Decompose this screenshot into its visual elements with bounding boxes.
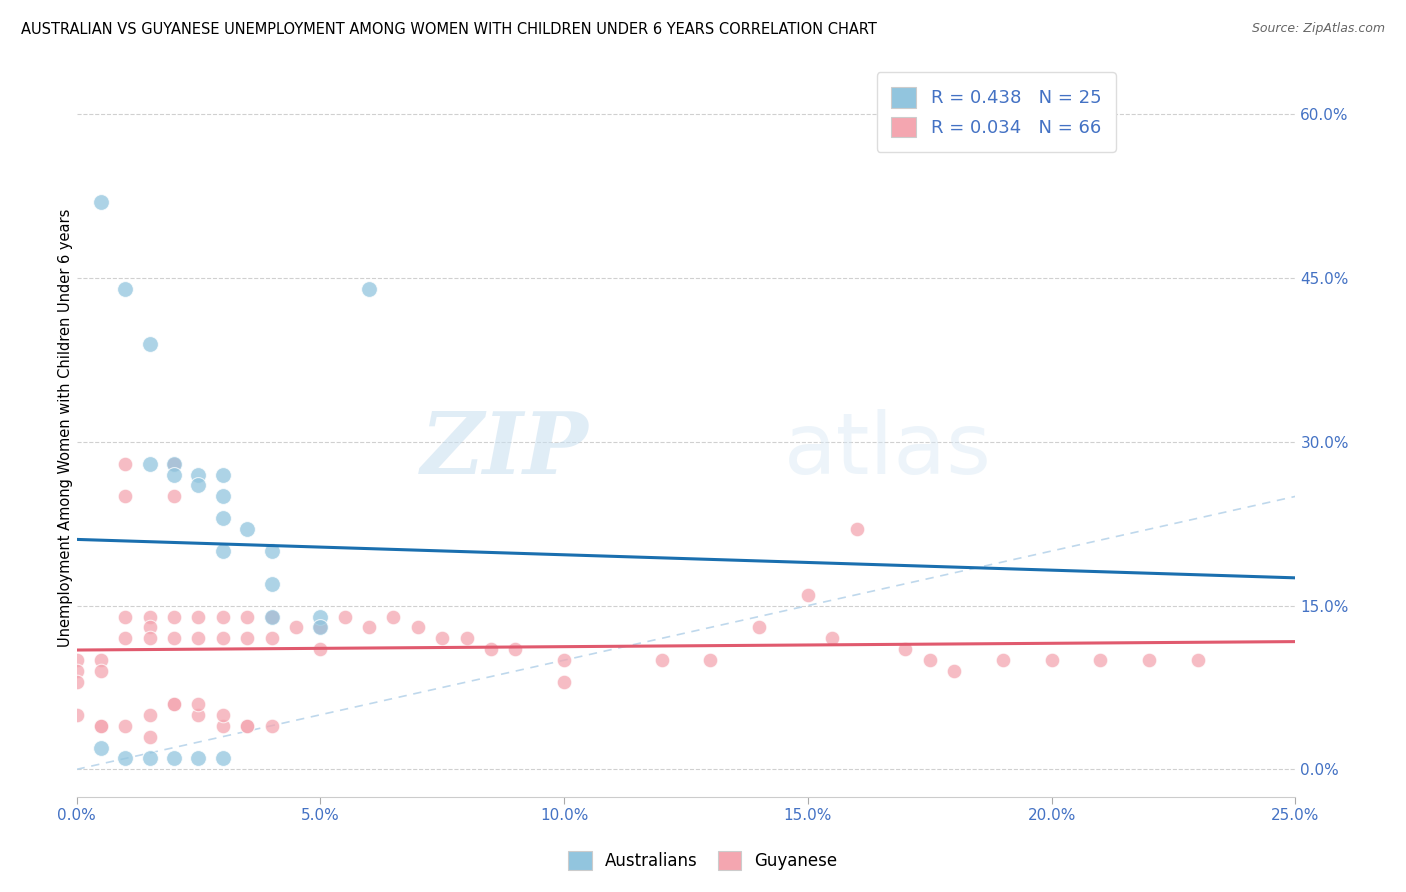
Point: [65, 653, 87, 667]
Point: [138, 457, 160, 471]
Point: [309, 620, 332, 634]
Point: [163, 751, 186, 765]
Point: [236, 719, 259, 733]
Point: [211, 544, 233, 558]
Point: [114, 751, 136, 765]
Point: [211, 609, 233, 624]
Point: [187, 632, 209, 646]
Point: [138, 336, 160, 351]
Point: [163, 632, 186, 646]
Point: [163, 457, 186, 471]
Point: [138, 730, 160, 744]
Point: [163, 697, 186, 711]
Point: [90, 194, 112, 209]
Point: [260, 544, 283, 558]
Point: [187, 609, 209, 624]
Point: [821, 632, 844, 646]
Point: [211, 511, 233, 525]
Text: AUSTRALIAN VS GUYANESE UNEMPLOYMENT AMONG WOMEN WITH CHILDREN UNDER 6 YEARS CORR: AUSTRALIAN VS GUYANESE UNEMPLOYMENT AMON…: [21, 22, 877, 37]
Point: [114, 457, 136, 471]
Text: atlas: atlas: [783, 409, 991, 491]
Point: [138, 620, 160, 634]
Text: ZIP: ZIP: [420, 409, 589, 492]
Point: [90, 664, 112, 678]
Point: [187, 478, 209, 492]
Point: [651, 653, 673, 667]
Point: [918, 653, 941, 667]
Point: [797, 588, 820, 602]
Point: [406, 620, 429, 634]
Point: [187, 467, 209, 482]
Point: [211, 632, 233, 646]
Point: [90, 719, 112, 733]
Point: [187, 697, 209, 711]
Point: [163, 609, 186, 624]
Point: [90, 653, 112, 667]
Point: [163, 457, 186, 471]
Legend: R = 0.438   N = 25, R = 0.034   N = 66: R = 0.438 N = 25, R = 0.034 N = 66: [876, 72, 1116, 152]
Point: [479, 642, 502, 657]
Point: [163, 467, 186, 482]
Point: [114, 609, 136, 624]
Point: [236, 609, 259, 624]
Point: [260, 576, 283, 591]
Point: [114, 489, 136, 503]
Point: [456, 632, 478, 646]
Point: [65, 675, 87, 690]
Point: [163, 697, 186, 711]
Point: [138, 632, 160, 646]
Point: [211, 489, 233, 503]
Text: Source: ZipAtlas.com: Source: ZipAtlas.com: [1251, 22, 1385, 36]
Point: [309, 620, 332, 634]
Point: [138, 707, 160, 722]
Point: [260, 609, 283, 624]
Point: [845, 522, 868, 536]
Point: [211, 719, 233, 733]
Point: [211, 467, 233, 482]
Point: [359, 282, 381, 296]
Point: [114, 719, 136, 733]
Point: [163, 489, 186, 503]
Point: [65, 707, 87, 722]
Point: [699, 653, 721, 667]
Point: [505, 642, 527, 657]
Point: [553, 675, 575, 690]
Point: [236, 632, 259, 646]
Point: [260, 609, 283, 624]
Point: [748, 620, 770, 634]
Point: [138, 609, 160, 624]
Point: [1090, 653, 1112, 667]
Point: [309, 609, 332, 624]
Point: [187, 751, 209, 765]
Point: [382, 609, 405, 624]
Point: [1137, 653, 1160, 667]
Point: [114, 282, 136, 296]
Point: [359, 620, 381, 634]
Point: [991, 653, 1014, 667]
Point: [284, 620, 307, 634]
Point: [211, 707, 233, 722]
Point: [1187, 653, 1209, 667]
Point: [65, 664, 87, 678]
Point: [114, 632, 136, 646]
Point: [943, 664, 966, 678]
Point: [553, 653, 575, 667]
Point: [260, 632, 283, 646]
Point: [309, 642, 332, 657]
Point: [894, 642, 917, 657]
Point: [138, 751, 160, 765]
Point: [260, 719, 283, 733]
Point: [236, 522, 259, 536]
Legend: Australians, Guyanese: Australians, Guyanese: [562, 844, 844, 877]
Point: [187, 707, 209, 722]
Point: [1040, 653, 1063, 667]
Point: [211, 751, 233, 765]
Point: [432, 632, 454, 646]
Point: [90, 719, 112, 733]
Y-axis label: Unemployment Among Women with Children Under 6 years: Unemployment Among Women with Children U…: [58, 209, 73, 648]
Point: [236, 719, 259, 733]
Point: [90, 740, 112, 755]
Point: [333, 609, 356, 624]
